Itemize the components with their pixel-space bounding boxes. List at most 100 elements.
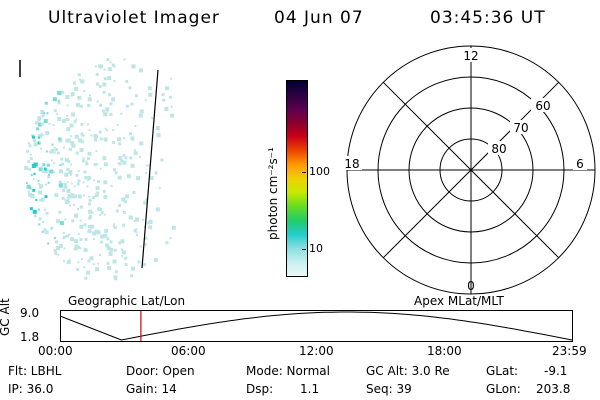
colorbar-tick-label: 10 bbox=[309, 241, 323, 255]
emission-pixel bbox=[66, 168, 70, 172]
emission-pixel bbox=[39, 147, 42, 150]
emission-pixel bbox=[91, 231, 96, 236]
emission-pixel bbox=[32, 139, 36, 143]
emission-pixel bbox=[70, 112, 75, 117]
emission-pixel bbox=[118, 204, 122, 208]
emission-pixel bbox=[79, 219, 82, 222]
uv-image-panel bbox=[19, 58, 176, 281]
emission-pixel bbox=[47, 181, 50, 184]
emission-pixel bbox=[41, 220, 44, 223]
emission-pixel bbox=[53, 146, 56, 149]
emission-pixel bbox=[165, 86, 170, 91]
emission-pixel bbox=[69, 173, 72, 176]
emission-pixel bbox=[130, 136, 135, 141]
emission-pixel bbox=[54, 251, 58, 255]
emission-pixel bbox=[66, 127, 71, 132]
emission-pixel bbox=[65, 118, 69, 122]
emission-pixel bbox=[112, 225, 115, 228]
emission-pixel bbox=[83, 223, 87, 227]
emission-pixel bbox=[61, 119, 66, 124]
emission-pixel bbox=[88, 216, 92, 220]
emission-pixel bbox=[27, 160, 31, 164]
emission-pixel bbox=[79, 78, 82, 81]
emission-pixel bbox=[40, 133, 44, 137]
emission-pixel bbox=[133, 219, 136, 222]
emission-pixel bbox=[103, 213, 106, 216]
emission-pixel bbox=[109, 61, 112, 64]
emission-pixel bbox=[68, 258, 71, 261]
timeline-plot[interactable] bbox=[60, 306, 576, 346]
emission-pixel bbox=[123, 58, 126, 61]
emission-pixel bbox=[139, 245, 142, 248]
emission-pixel bbox=[93, 179, 96, 182]
emission-pixel bbox=[136, 176, 141, 181]
emission-pixel bbox=[118, 241, 122, 245]
emission-pixel bbox=[117, 137, 122, 142]
emission-pixel bbox=[108, 251, 113, 256]
emission-pixel bbox=[70, 135, 73, 138]
polar-diagonal-2 bbox=[382, 81, 560, 259]
emission-pixel bbox=[27, 141, 30, 144]
timeline-x-tick-label: 18:00 bbox=[427, 344, 462, 358]
emission-pixel bbox=[64, 172, 69, 177]
emission-pixel bbox=[77, 95, 82, 100]
emission-pixel bbox=[53, 162, 56, 165]
emission-pixel bbox=[143, 200, 148, 205]
emission-pixel bbox=[43, 119, 48, 124]
emission-pixel bbox=[29, 156, 33, 160]
emission-pixel bbox=[113, 248, 117, 252]
emission-pixel bbox=[58, 169, 63, 174]
emission-pixel bbox=[32, 135, 36, 139]
emission-pixel bbox=[122, 223, 126, 227]
emission-pixel bbox=[29, 207, 33, 211]
emission-pixel bbox=[43, 228, 47, 232]
emission-pixel bbox=[83, 194, 86, 197]
emission-pixel bbox=[128, 86, 132, 90]
emission-pixel bbox=[73, 120, 77, 124]
emission-pixel bbox=[64, 157, 69, 162]
glat-value: -9.1 bbox=[544, 364, 568, 378]
emission-pixel bbox=[55, 219, 60, 224]
emission-pixel bbox=[76, 182, 80, 186]
emission-pixel bbox=[70, 237, 75, 242]
emission-pixel bbox=[113, 226, 117, 230]
emission-pixel bbox=[63, 184, 68, 189]
emission-pixel bbox=[94, 229, 99, 234]
emission-pixel bbox=[31, 134, 35, 138]
emission-pixel bbox=[96, 191, 100, 195]
emission-pixel bbox=[102, 82, 107, 87]
colorbar bbox=[286, 80, 308, 277]
emission-pixel bbox=[94, 193, 99, 198]
emission-pixel bbox=[144, 99, 147, 102]
emission-pixel bbox=[124, 256, 128, 260]
emission-pixel bbox=[77, 194, 82, 199]
timeline-x-ticks: 00:00 06:00 12:00 18:00 23:59 bbox=[38, 344, 587, 360]
emission-pixel bbox=[57, 100, 60, 103]
emission-pixel bbox=[82, 181, 85, 184]
emission-pixel bbox=[100, 234, 105, 239]
emission-pixel bbox=[107, 67, 112, 72]
mlt-label-right: 6 bbox=[576, 157, 584, 171]
gain-label: Gain: 14 bbox=[126, 382, 177, 396]
emission-pixel bbox=[158, 187, 161, 190]
emission-pixel bbox=[116, 124, 119, 127]
emission-pixel bbox=[50, 148, 55, 153]
emission-pixel bbox=[107, 75, 112, 80]
emission-pixel bbox=[77, 245, 81, 249]
emission-pixel bbox=[137, 260, 141, 264]
emission-pixel bbox=[66, 180, 69, 183]
emission-pixel bbox=[30, 174, 33, 177]
emission-pixel bbox=[58, 244, 63, 249]
emission-pixel bbox=[84, 176, 88, 180]
emission-pixel bbox=[62, 232, 65, 235]
emission-pixel bbox=[106, 246, 111, 251]
emission-pixel bbox=[143, 243, 147, 247]
emission-pixel bbox=[70, 192, 74, 196]
time-label: 03:45:36 UT bbox=[430, 8, 546, 28]
emission-pixel bbox=[169, 77, 172, 80]
emission-pixel bbox=[58, 137, 62, 141]
emission-pixel bbox=[53, 249, 57, 253]
mlt-label-top: 12 bbox=[463, 49, 478, 63]
emission-pixel bbox=[133, 229, 137, 233]
emission-pixel bbox=[112, 168, 116, 172]
